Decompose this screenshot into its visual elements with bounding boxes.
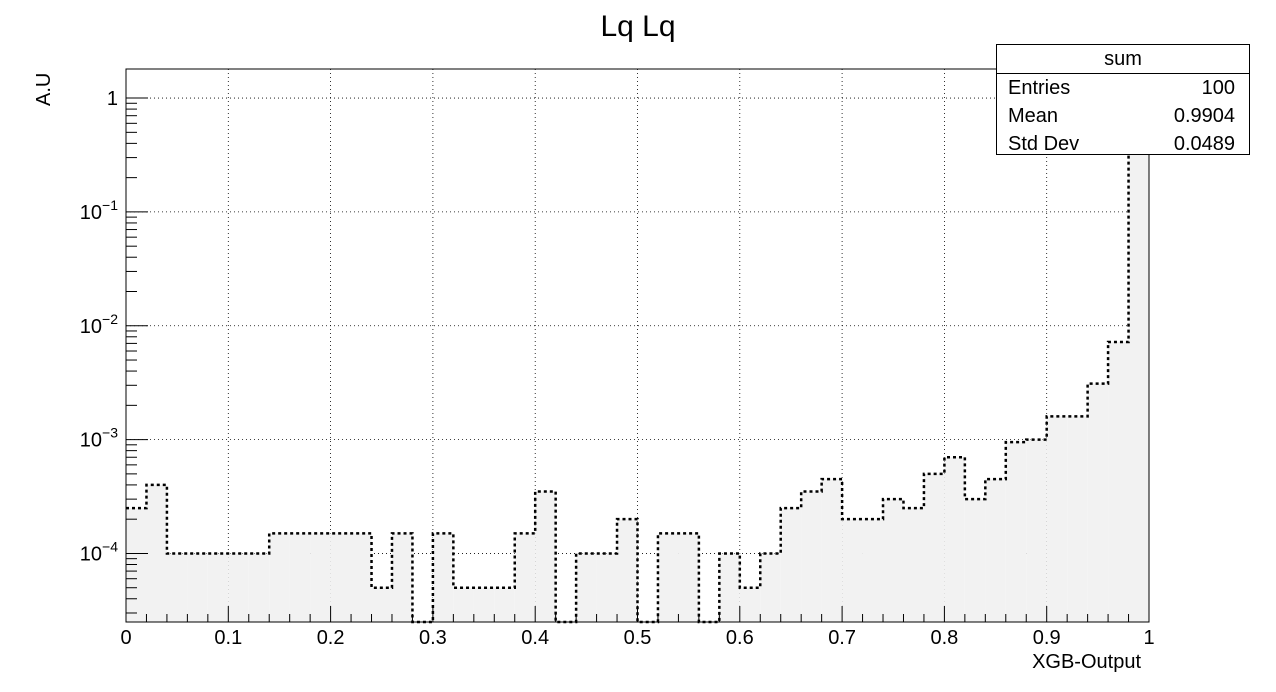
x-tick-label: 0.5: [624, 627, 652, 649]
stats-box-title: sum: [997, 45, 1249, 74]
x-tick-label: 0.2: [317, 627, 345, 649]
histogram-bar: [862, 519, 884, 622]
histogram-bar: [1005, 442, 1027, 622]
histogram-bar: [146, 484, 167, 622]
stats-label: Std Dev: [1008, 133, 1080, 155]
histogram-bar: [432, 533, 454, 622]
axes: 0 0.1 0.2 0.3 0.4 0.5 0.6 0.7 0.8 0.9 1 10−4 10−3 10−…: [80, 88, 1155, 649]
histogram-bar: [678, 533, 699, 622]
stats-value: 100: [1201, 77, 1235, 99]
histogram-bar: [1108, 342, 1129, 622]
stats-box: sum Entries 100 Mean 0.9904 Std Dev 0.04…: [996, 44, 1250, 155]
x-tick-label: 0: [120, 627, 131, 649]
x-tick-label: 0.7: [828, 627, 856, 649]
histogram-bar: [310, 533, 331, 622]
histogram-bar: [944, 457, 965, 622]
y-tick-label: 10−2: [80, 311, 118, 338]
histogram-bar: [187, 553, 208, 622]
histogram-bar: [596, 553, 618, 622]
stats-row-std-dev: Std Dev 0.0489: [997, 130, 1249, 158]
y-tick-label: 10−3: [80, 425, 118, 452]
histogram-bar: [351, 533, 372, 622]
histogram-bar: [248, 553, 270, 622]
histogram-bar: [514, 533, 536, 622]
histogram-bar: [964, 499, 986, 622]
histogram-bar: [289, 533, 311, 622]
histogram-bar: [1128, 98, 1149, 623]
histogram-bar: [576, 553, 597, 622]
histogram-bar: [719, 553, 740, 622]
histogram-bar: [883, 499, 904, 622]
histogram-bar: [903, 508, 924, 622]
histogram-bar: [391, 533, 413, 622]
histogram-bar: [207, 553, 229, 622]
histogram-bar: [923, 473, 945, 622]
y-tick-label: 10−1: [80, 197, 118, 224]
histogram-outline: [126, 96, 1149, 624]
histogram-bar: [535, 491, 556, 622]
histogram-bar: [371, 587, 392, 622]
histogram-bar: [1067, 416, 1088, 622]
histogram-bar: [842, 519, 863, 622]
histogram-bar: [739, 587, 761, 622]
y-tick-label: 10−4: [80, 538, 118, 565]
stats-label: Mean: [1008, 105, 1059, 127]
histogram-bar: [453, 587, 474, 622]
histogram-bar: [494, 587, 515, 622]
stats-label: Entries: [1008, 77, 1071, 99]
histogram-bar: [657, 533, 679, 622]
chart-title: Lq Lq: [600, 10, 675, 43]
stats-row-mean: Mean 0.9904: [997, 102, 1249, 130]
histogram-bar: [330, 533, 352, 622]
histogram-bar: [985, 479, 1006, 622]
histogram-bars: [126, 98, 1149, 623]
histogram-bar: [821, 479, 843, 622]
x-axis-label: XGB-Output: [1032, 651, 1141, 673]
x-tick-label: 0.9: [1033, 627, 1061, 649]
x-tick-label: 1: [1143, 627, 1154, 649]
histogram-bar: [126, 508, 147, 622]
x-tick-label: 0.4: [521, 627, 549, 649]
histogram-bar: [780, 508, 802, 622]
stats-value: 0.9904: [1173, 105, 1235, 127]
histogram-bar: [228, 553, 249, 622]
histogram-bar: [473, 587, 495, 622]
x-tick-label: 0.6: [726, 627, 754, 649]
stats-value: 0.0489: [1173, 133, 1235, 155]
histogram-bar: [801, 491, 822, 622]
histogram-bar: [760, 553, 781, 622]
stats-row-entries: Entries 100: [997, 74, 1249, 102]
histogram-bar: [1026, 439, 1047, 622]
histogram-bar: [166, 553, 188, 622]
x-tick-label: 0.8: [930, 627, 958, 649]
x-tick-label: 0.1: [214, 627, 242, 649]
y-tick-label: 1: [107, 88, 118, 110]
histogram-bar: [1046, 416, 1068, 622]
y-axis-label: A.U: [33, 73, 55, 106]
histogram-bar: [1087, 383, 1109, 622]
histogram-bar: [269, 533, 290, 622]
x-tick-label: 0.3: [419, 627, 447, 649]
histogram-bar: [617, 519, 638, 622]
